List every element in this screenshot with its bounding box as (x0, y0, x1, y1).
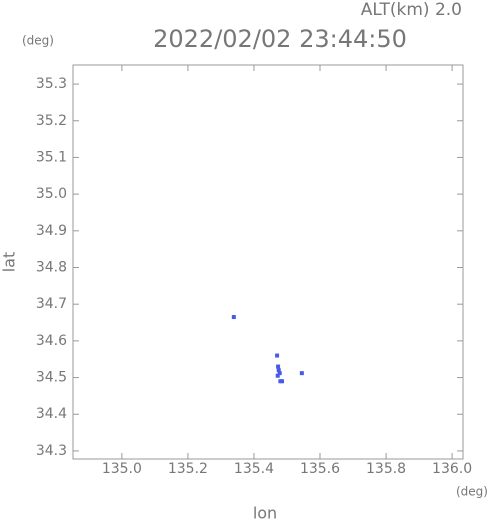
x-tick-label: 135.0 (102, 461, 142, 477)
y-tick-label: 34.6 (36, 333, 67, 349)
x-tick-label: 135.8 (366, 461, 406, 477)
echo-point (299, 371, 304, 376)
altitude-label: ALT(km) 2.0 (361, 0, 462, 20)
x-tick-label: 135.6 (300, 461, 340, 477)
x-tick-label: 135.2 (168, 461, 208, 477)
echo-point (276, 368, 281, 373)
y-axis-label: lat (0, 252, 19, 273)
y-tick-label: 35.2 (36, 113, 67, 129)
y-tick-label: 34.7 (36, 296, 67, 312)
x-tick-label: 136.0 (432, 461, 472, 477)
echo-point (275, 373, 280, 378)
echo-point (275, 353, 280, 358)
chart-title: 2022/02/02 23:44:50 (153, 25, 407, 53)
y-unit: (deg) (22, 34, 54, 48)
echo-point (276, 364, 281, 369)
plot-frame (72, 64, 464, 460)
y-tick-label: 35.1 (36, 149, 67, 165)
x-axis-label: lon (253, 504, 277, 521)
y-tick-label: 35.0 (36, 186, 67, 202)
echo-point (280, 379, 285, 384)
y-tick-label: 35.3 (36, 76, 67, 92)
x-unit: (deg) (456, 485, 488, 499)
echo-point (277, 371, 282, 376)
x-tick-label: 135.4 (234, 461, 274, 477)
y-tick-label: 34.5 (36, 370, 67, 386)
y-tick-label: 34.3 (36, 443, 67, 459)
y-tick-label: 34.8 (36, 260, 67, 276)
y-tick-label: 34.9 (36, 223, 67, 239)
echo-point (231, 315, 236, 320)
y-tick-label: 34.4 (36, 406, 67, 422)
